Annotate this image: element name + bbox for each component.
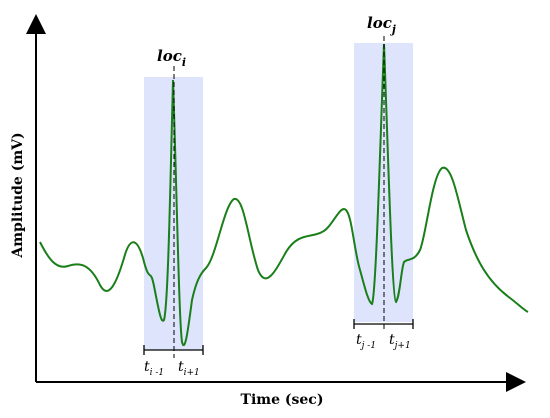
loc-j-label: locj (367, 14, 396, 36)
y-axis-label: Amplitude (mV) (10, 132, 26, 258)
t-j-plus-1-label: tj+1 (389, 332, 411, 351)
bracket-i (143, 345, 204, 355)
t-j-minus-1-label: tj -1 (356, 332, 376, 351)
t-i-minus-1-label: ti -1 (144, 359, 164, 378)
bracket-j (353, 319, 414, 329)
t-i-plus-1-label: ti+1 (178, 359, 200, 378)
ecg-signal (39, 43, 529, 346)
loc-i-label: loci (157, 47, 186, 69)
x-axis-label: Time (sec) (241, 392, 324, 408)
